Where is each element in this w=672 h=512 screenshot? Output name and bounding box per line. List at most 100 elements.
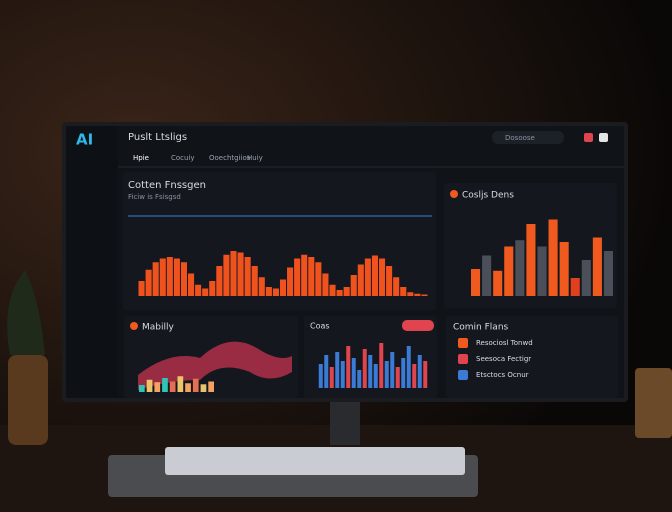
bar: [244, 257, 251, 296]
bar: [393, 277, 400, 296]
keyboard: [165, 447, 465, 475]
list-item: Etsctocs Ocnur: [476, 371, 529, 379]
bar: [357, 370, 362, 388]
mug: [635, 368, 672, 438]
list-icon: [458, 338, 468, 348]
bar: [368, 355, 373, 388]
right-title: Cosljs Dens: [462, 191, 514, 201]
bar: [145, 269, 152, 296]
bar: [414, 293, 421, 296]
nav-tab: Cocuiy: [171, 154, 195, 162]
bar: [294, 258, 301, 296]
bar: [195, 284, 202, 296]
nav-tab: Huiy: [247, 154, 263, 162]
notification-icon[interactable]: [584, 133, 593, 142]
list-icon: [458, 370, 468, 380]
bar: [471, 269, 481, 296]
list-title: Comin Flans: [453, 323, 509, 333]
bar: [401, 358, 406, 388]
main-panel: [123, 172, 436, 310]
bar: [407, 292, 414, 296]
main-subtitle: Ficiw is Fsisgsd: [128, 193, 181, 201]
bar: [185, 383, 191, 392]
coas-title: Coas: [310, 322, 330, 331]
bar: [417, 355, 422, 388]
plant: [7, 270, 46, 355]
bar: [362, 349, 367, 388]
list-item: Seesoca Fectigr: [476, 355, 531, 363]
bar: [373, 364, 378, 388]
bar: [340, 361, 345, 388]
bar: [308, 257, 315, 296]
logo: AI: [76, 131, 93, 149]
list-item: Resociosl Tonwd: [476, 339, 533, 347]
bar: [258, 277, 265, 296]
bar: [351, 358, 356, 388]
bar: [336, 290, 343, 296]
bar: [173, 258, 180, 296]
bar: [400, 287, 407, 296]
bar: [279, 279, 287, 296]
right-icon: [450, 190, 458, 198]
bar: [216, 266, 223, 296]
bar: [301, 254, 308, 296]
bar: [537, 246, 547, 296]
bar: [166, 257, 173, 296]
app-title: Puslt Ltsligs: [128, 132, 187, 143]
bar: [315, 262, 322, 296]
bar: [251, 266, 258, 296]
bar: [322, 273, 329, 296]
bar: [180, 262, 188, 296]
mobility-icon: [130, 322, 138, 330]
bar: [329, 367, 334, 388]
main-title: Cotten Fnssgen: [128, 180, 206, 191]
bar: [581, 260, 591, 296]
bar: [265, 287, 272, 296]
bar: [559, 242, 569, 296]
bar: [592, 237, 602, 296]
sidebar: [66, 126, 118, 398]
bar: [287, 267, 294, 296]
bar: [138, 281, 145, 296]
mobility-title: Mabilly: [142, 323, 174, 333]
profile-icon[interactable]: [599, 133, 608, 142]
bar: [154, 382, 161, 392]
bar: [379, 343, 384, 388]
vase: [8, 355, 48, 445]
bar: [318, 364, 323, 388]
bar: [202, 288, 209, 296]
stand: [330, 400, 360, 445]
bar: [421, 294, 428, 296]
bar: [493, 270, 503, 296]
bar: [192, 378, 199, 392]
coas-button[interactable]: [402, 320, 434, 331]
bar: [548, 219, 558, 296]
bar: [208, 381, 214, 392]
bar: [237, 252, 244, 296]
bar: [209, 281, 216, 296]
bar: [350, 275, 357, 296]
bar: [223, 254, 230, 296]
mobility-wave: [138, 341, 292, 390]
bar: [406, 346, 411, 388]
bar: [390, 352, 395, 388]
bar: [152, 262, 159, 296]
bar: [526, 224, 536, 296]
bar: [343, 287, 350, 296]
bar: [378, 258, 386, 296]
list-panel: [446, 316, 618, 398]
bar: [346, 346, 351, 388]
bar: [357, 264, 364, 296]
bar: [603, 251, 613, 296]
bar: [395, 367, 400, 388]
bar: [324, 355, 329, 388]
bar: [364, 258, 371, 296]
bar: [386, 266, 393, 296]
search-placeholder[interactable]: Dosoose: [505, 134, 535, 142]
bar: [371, 255, 378, 296]
bar: [230, 251, 237, 296]
search-box[interactable]: [492, 131, 564, 144]
bar: [423, 361, 428, 388]
